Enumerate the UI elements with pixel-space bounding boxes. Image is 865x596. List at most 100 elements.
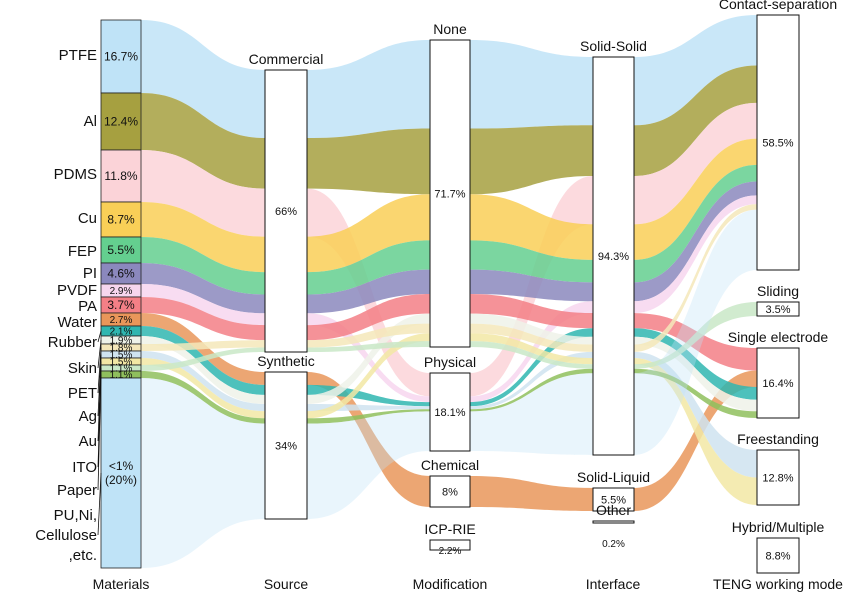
material-label-pvdf: PVDF — [57, 282, 97, 299]
source-value-synthetic: 34% — [275, 441, 297, 453]
source-label-commercial: Commercial — [249, 51, 324, 67]
material-label-pet: PET — [68, 385, 97, 402]
flow-pdms-materials-to-source — [141, 150, 265, 237]
material-label-pu-ni-cellulose-etc: PU,Ni, Cellulose ,etc. — [35, 507, 97, 564]
label-layer: 16.7% PTFE 12.4% Al 11.8% PDMS 8.7% Cu 5.5% FEP 4.… — [35, 0, 843, 592]
leader-line-skin — [97, 339, 102, 369]
mode-label-freestanding: Freestanding — [737, 431, 819, 447]
node-mode-contact-separation — [756, 14, 800, 271]
node-interface-other — [592, 520, 635, 524]
modification-label-physical: Physical — [424, 354, 476, 370]
material-value-al: 12.4% — [104, 115, 138, 129]
flow-pvdf-materials-to-source — [141, 284, 265, 326]
node-mode-single-electrode — [756, 347, 800, 419]
material-label-pdms: PDMS — [54, 166, 97, 183]
axis-title-modification: Modification — [413, 576, 488, 592]
node-modification-icp-rie — [429, 539, 471, 551]
flow-pdms-interface-to-mode — [634, 102, 757, 225]
mode-value-freestanding: 12.8% — [762, 473, 793, 485]
flow-paper-source-to-modification — [307, 409, 430, 424]
flow-ptfe-interface-to-mode — [634, 15, 757, 126]
material-value-cu: 8.7% — [107, 213, 135, 227]
node-material-ptfe — [100, 19, 142, 94]
material-value-au: 1.5% — [110, 357, 133, 368]
flow-fep-interface-to-mode — [634, 164, 757, 283]
leader-line-pu-ni-cellulose-etc — [97, 472, 102, 536]
interface-label-solid-solid: Solid-Solid — [580, 38, 647, 54]
node-interface-solid-liquid — [592, 487, 635, 512]
mode-value-contact-separation: 58.5% — [762, 138, 793, 150]
flow-au-interface-to-mode — [634, 358, 757, 505]
modification-label-none: None — [433, 21, 467, 37]
material-label-al: Al — [84, 113, 97, 130]
flow-pvdf-interface-to-mode — [634, 195, 757, 314]
flow-water-modification-to-interface — [470, 476, 593, 511]
flow-ptfe-source-to-modification — [307, 40, 430, 139]
mode-value-sliding: 3.5% — [765, 304, 790, 316]
node-material-cu — [100, 201, 142, 238]
material-value-rubber: 2.1% — [110, 327, 133, 338]
mode-label-hybrid-multiple: Hybrid/Multiple — [732, 519, 825, 535]
material-value-skin: 1.9% — [110, 336, 133, 347]
axis-title-materials: Materials — [93, 576, 150, 592]
node-modification-chemical — [429, 475, 471, 508]
flow-pu-ni-cellulose-etc-source-to-modification — [307, 411, 430, 519]
material-label-skin: Skin — [68, 360, 97, 377]
source-label-synthetic: Synthetic — [257, 353, 315, 369]
material-value-ptfe: 16.7% — [104, 50, 138, 64]
material-label-fep: FEP — [68, 243, 97, 260]
node-source-synthetic — [264, 371, 308, 520]
flow-ito-modification-to-interface — [470, 341, 593, 369]
node-mode-hybrid-multiple — [756, 537, 800, 574]
flow-pu-ni-cellulose-etc-materials-to-source — [141, 378, 265, 568]
material-label-ito: ITO — [72, 459, 97, 476]
material-value-ag: 1.5% — [110, 350, 133, 361]
material-label-ptfe: PTFE — [59, 47, 97, 64]
flow-pet-source-to-modification — [307, 323, 430, 348]
material-label-au: Au — [79, 433, 97, 450]
leader-line-pet — [97, 347, 102, 394]
interface-label-other: Other — [596, 502, 631, 518]
flow-cu-interface-to-mode — [634, 138, 757, 260]
node-material-pu-ni-cellulose-etc — [100, 377, 142, 569]
axis-title-interface: Interface — [586, 576, 641, 592]
material-value-pa: 3.7% — [107, 298, 135, 312]
source-value-commercial: 66% — [275, 206, 297, 218]
flow-au-materials-to-source — [141, 358, 265, 419]
node-modification-none — [429, 39, 471, 348]
flow-ito-materials-to-source — [141, 347, 265, 371]
mode-value-single-electrode: 16.4% — [762, 378, 793, 390]
flow-pet-modification-to-interface — [470, 323, 593, 352]
material-label-pa: PA — [78, 298, 97, 315]
node-source-commercial — [264, 69, 308, 353]
material-value-pu-ni-cellulose-etc: <1% (20%) — [105, 459, 137, 487]
material-value-paper: 1.1% — [110, 370, 133, 381]
flow-al-interface-to-mode — [634, 65, 757, 177]
flow-ptfe-materials-to-source — [141, 20, 265, 139]
modification-value-none: 71.7% — [434, 189, 465, 201]
flow-pa-modification-to-interface — [470, 293, 593, 329]
flow-ito-interface-to-mode — [634, 302, 757, 369]
leader-line-rubber — [97, 330, 102, 343]
material-label-water: Water — [58, 314, 97, 331]
material-label-rubber: Rubber — [48, 334, 97, 351]
flow-skin-modification-to-interface — [470, 313, 593, 345]
flow-skin-materials-to-source — [141, 336, 265, 404]
material-value-water: 2.7% — [110, 315, 133, 326]
flow-rubber-interface-to-mode — [634, 328, 757, 400]
flow-ito-source-to-modification — [307, 341, 430, 352]
material-label-ag: Ag — [79, 408, 97, 425]
flow-pa-source-to-modification — [307, 293, 430, 341]
modification-value-chemical: 8% — [442, 487, 458, 499]
flow-pi-modification-to-interface — [470, 269, 593, 302]
material-value-pi: 4.6% — [107, 267, 135, 281]
node-material-al — [100, 92, 142, 151]
node-mode-freestanding — [756, 449, 800, 506]
flow-cu-modification-to-interface — [470, 194, 593, 260]
flow-pi-source-to-modification — [307, 269, 430, 314]
flow-cu-materials-to-source — [141, 202, 265, 273]
flow-pa-materials-to-source — [141, 297, 265, 341]
flow-skin-source-to-modification — [307, 313, 430, 404]
flow-fep-materials-to-source — [141, 237, 265, 295]
flow-al-source-to-modification — [307, 128, 430, 195]
